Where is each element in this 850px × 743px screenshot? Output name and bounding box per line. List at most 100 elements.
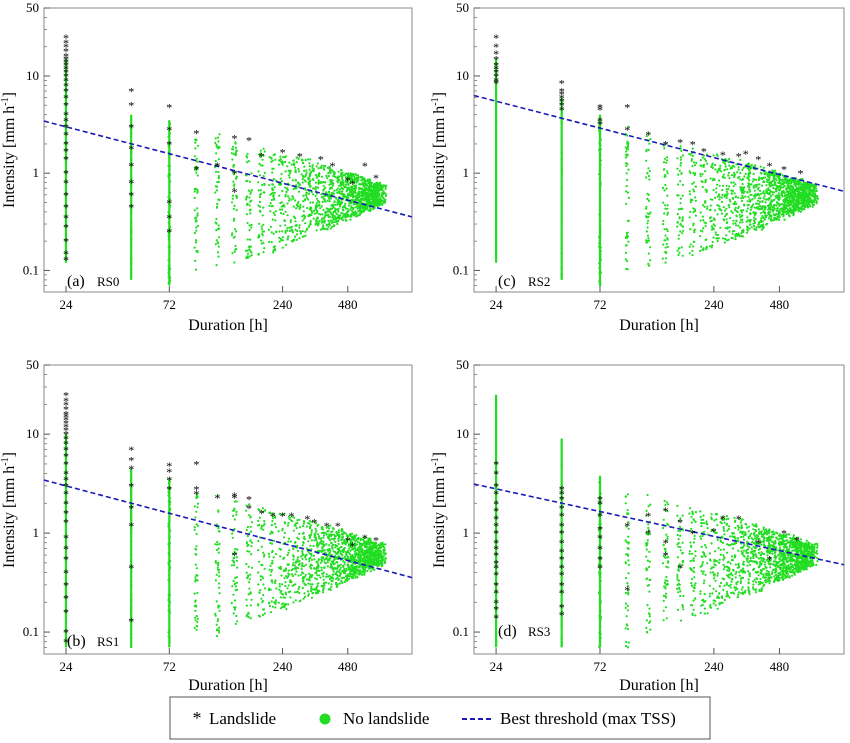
no-landslide-point [247, 565, 250, 568]
no-landslide-point [261, 164, 264, 167]
no-landslide-point [292, 205, 295, 208]
no-landslide-point [309, 184, 312, 187]
no-landslide-point [789, 188, 792, 191]
no-landslide-point [263, 247, 266, 250]
no-landslide-point [322, 184, 325, 187]
no-landslide-point [754, 195, 757, 198]
no-landslide-point [693, 229, 696, 232]
landslide-point: * [193, 126, 199, 140]
no-landslide-point [318, 542, 321, 545]
no-landslide-point [193, 231, 196, 235]
no-landslide-point [313, 567, 316, 570]
no-landslide-point [279, 158, 282, 161]
no-landslide-point [624, 244, 628, 247]
no-landslide-point [307, 540, 310, 543]
no-landslide-point [259, 615, 262, 618]
no-landslide-point [217, 582, 221, 585]
no-landslide-point [302, 597, 305, 600]
no-landslide-point [761, 215, 764, 218]
no-landslide-point [231, 536, 234, 539]
no-landslide-point [295, 204, 298, 207]
no-landslide-point [332, 543, 335, 547]
no-landslide-point [295, 527, 298, 530]
no-landslide-point [294, 583, 297, 586]
no-landslide-point [730, 192, 733, 195]
no-landslide-point [353, 186, 356, 189]
no-landslide-point [291, 574, 294, 578]
no-landslide-point [749, 167, 752, 170]
no-landslide-point [383, 184, 386, 187]
no-landslide-point [730, 210, 733, 213]
no-landslide-point [235, 576, 238, 579]
no-landslide-point [246, 575, 250, 579]
no-landslide-point [196, 591, 199, 595]
no-landslide-point [331, 191, 334, 194]
no-landslide-point [291, 563, 294, 567]
no-landslide-point [693, 173, 697, 176]
no-landslide-point [245, 196, 248, 199]
no-landslide-point [297, 185, 300, 188]
no-landslide-point [703, 205, 706, 208]
no-landslide-point [694, 214, 698, 217]
no-landslide-point [814, 199, 817, 202]
no-landslide-point [301, 159, 304, 162]
no-landslide-point [343, 204, 346, 207]
no-landslide-point [194, 217, 197, 220]
no-landslide-point [282, 602, 285, 605]
no-landslide-point [294, 567, 297, 570]
no-landslide-point [269, 210, 272, 213]
no-landslide-point [750, 193, 753, 196]
no-landslide-point [714, 196, 717, 199]
no-landslide-point [680, 172, 683, 175]
no-landslide-point [691, 182, 694, 185]
no-landslide-point [326, 177, 329, 180]
no-landslide-point [681, 232, 684, 235]
no-landslide-point [777, 192, 780, 195]
no-landslide-point [688, 190, 691, 193]
no-landslide-point [803, 208, 806, 211]
no-landslide-point [280, 161, 284, 165]
no-landslide-point [341, 192, 344, 196]
no-landslide-point [727, 174, 730, 177]
no-landslide-point [303, 592, 306, 595]
no-landslide-point [288, 176, 291, 179]
no-landslide-point [323, 219, 327, 222]
no-landslide-point [196, 166, 199, 169]
no-landslide-point [310, 576, 313, 579]
landslide-point: * [493, 65, 499, 79]
no-landslide-point [318, 204, 321, 207]
no-landslide-point [278, 588, 281, 591]
no-landslide-point [257, 189, 260, 192]
no-landslide-point [719, 226, 722, 229]
no-landslide-point [320, 205, 323, 208]
no-landslide-point [288, 169, 291, 172]
no-landslide-point [279, 177, 282, 180]
no-landslide-point [263, 587, 267, 590]
no-landslide-point [798, 197, 801, 200]
no-landslide-point [195, 615, 198, 618]
no-landslide-point [246, 238, 249, 241]
no-landslide-point [335, 581, 338, 585]
no-landslide-point [236, 566, 239, 569]
no-landslide-point [737, 176, 740, 179]
no-landslide-point [309, 223, 312, 226]
y-tick-label: 1 [463, 165, 470, 180]
no-landslide-point [196, 506, 199, 509]
no-landslide-point [353, 175, 356, 178]
no-landslide-point [312, 187, 315, 190]
no-landslide-point [797, 203, 800, 206]
no-landslide-point [751, 205, 754, 208]
no-landslide-point [757, 192, 760, 195]
no-landslide-point [329, 566, 332, 569]
no-landslide-point [752, 211, 755, 214]
no-landslide-point [196, 190, 199, 193]
no-landslide-point [286, 214, 289, 217]
no-landslide-point [806, 187, 809, 190]
no-landslide-point [315, 211, 318, 214]
no-landslide-point [714, 168, 717, 171]
no-landslide-point [767, 187, 770, 190]
landslide-point: * [63, 114, 69, 128]
no-landslide-point [795, 208, 798, 211]
no-landslide-point [250, 254, 253, 257]
no-landslide-point [262, 555, 266, 558]
